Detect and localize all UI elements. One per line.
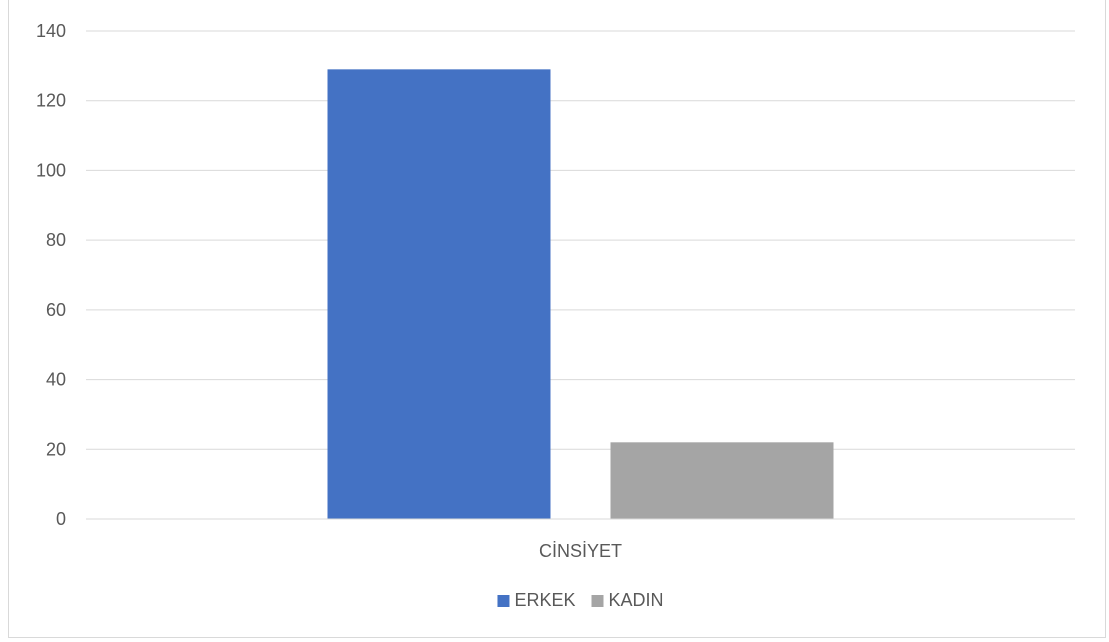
y-axis-ticks: 0 20 40 60 80 100 120 140 (36, 21, 66, 529)
x-axis: CİNSİYET (86, 518, 1075, 561)
bars (327, 69, 834, 519)
chart-frame (8, 0, 1106, 638)
y-tick-label: 100 (36, 160, 66, 180)
category-label: CİNSİYET (539, 541, 622, 561)
legend-label-erkek: ERKEK (514, 590, 575, 610)
legend-label-kadin: KADIN (609, 590, 664, 610)
y-tick-label: 120 (36, 91, 66, 111)
legend-swatch-kadin (591, 595, 604, 607)
legend: ERKEK KADIN (497, 590, 664, 610)
y-tick-label: 60 (46, 300, 66, 320)
y-tick-label: 20 (46, 439, 66, 459)
y-tick-label: 40 (46, 370, 66, 390)
y-tick-label: 140 (36, 21, 66, 41)
bar-kadin (610, 442, 834, 519)
gridlines (86, 30, 1075, 450)
legend-swatch-erkek (497, 595, 510, 607)
bar-erkek (327, 69, 551, 519)
y-tick-label: 0 (56, 509, 66, 529)
y-tick-label: 80 (46, 230, 66, 250)
